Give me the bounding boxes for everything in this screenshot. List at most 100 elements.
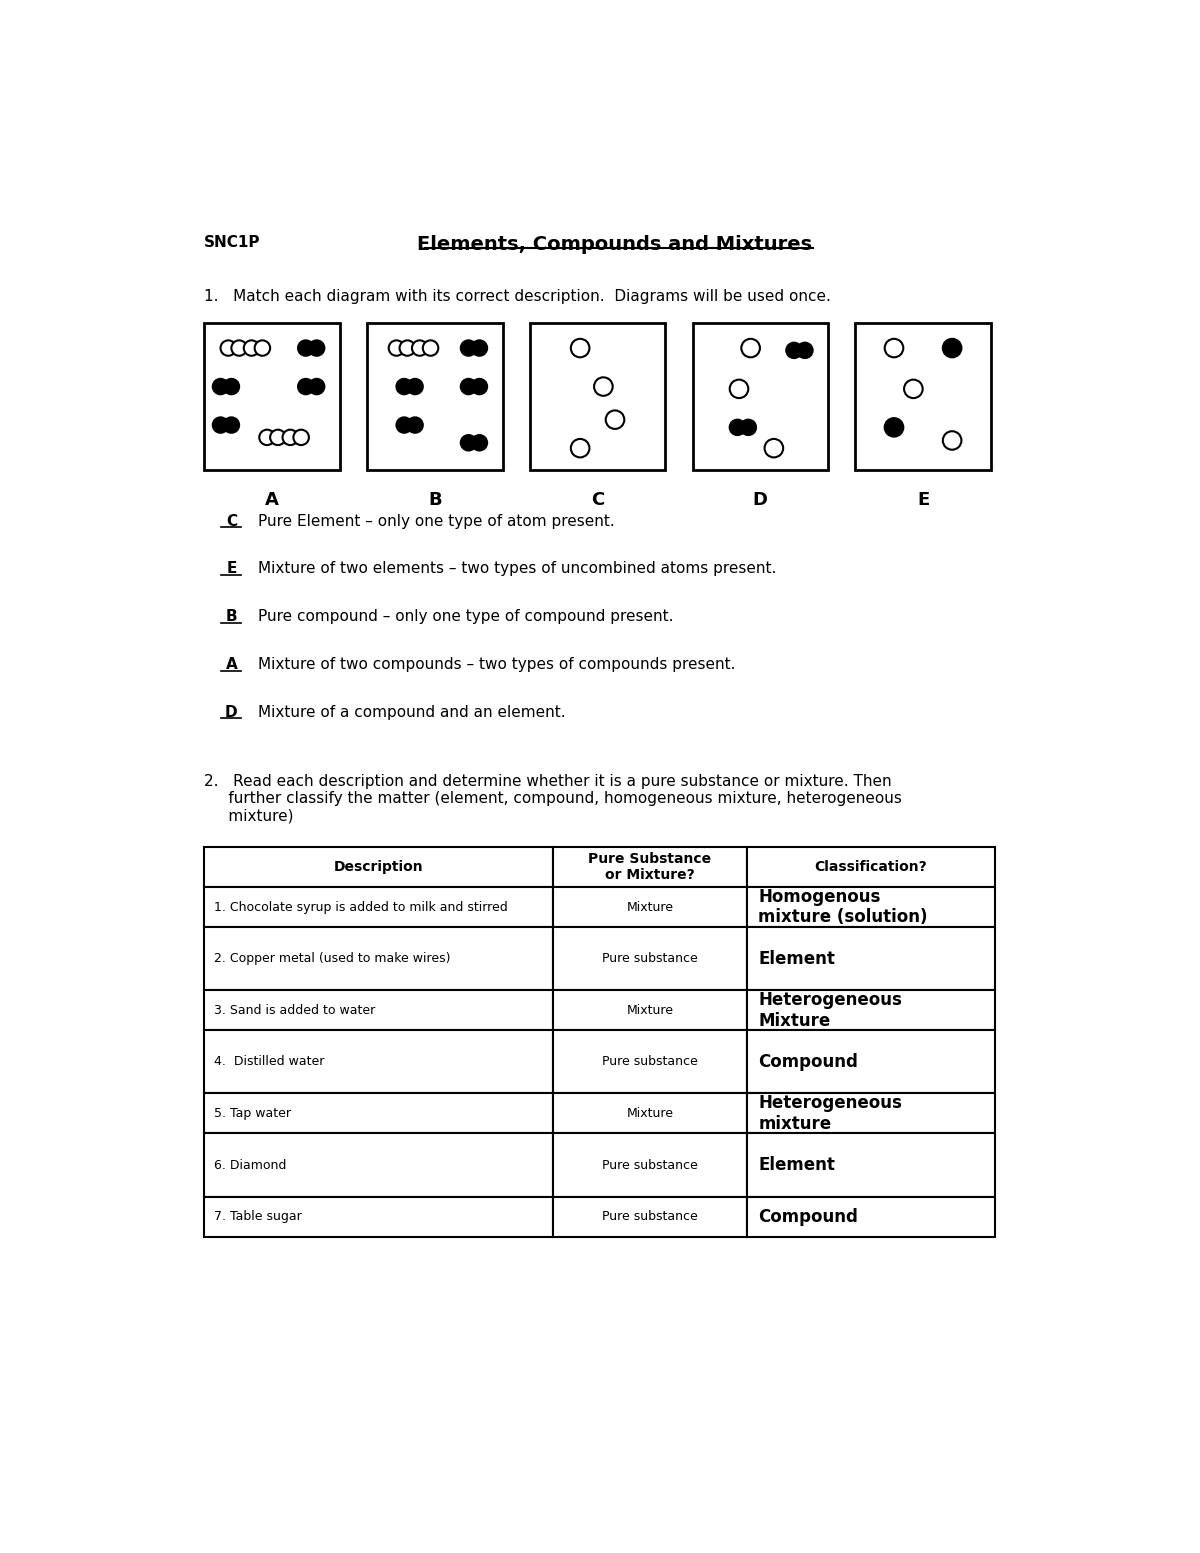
Bar — [204, 1030, 553, 1093]
Text: Pure substance: Pure substance — [602, 1056, 697, 1068]
Circle shape — [293, 430, 308, 446]
Circle shape — [594, 377, 613, 396]
Circle shape — [259, 430, 275, 446]
Bar — [746, 1030, 995, 1093]
Text: A: A — [226, 657, 238, 672]
Text: Pure Element – only one type of atom present.: Pure Element – only one type of atom pre… — [258, 514, 616, 528]
Text: Classification?: Classification? — [815, 860, 928, 874]
Text: Mixture: Mixture — [626, 901, 673, 913]
Circle shape — [407, 418, 422, 433]
Bar — [692, 323, 828, 469]
Bar — [553, 1197, 746, 1236]
Bar — [746, 1197, 995, 1236]
Bar — [367, 323, 503, 469]
Text: B: B — [428, 491, 442, 509]
Circle shape — [422, 340, 438, 356]
Circle shape — [571, 339, 589, 357]
Circle shape — [730, 419, 745, 435]
Text: Elements, Compounds and Mixtures: Elements, Compounds and Mixtures — [418, 235, 812, 253]
Circle shape — [396, 418, 412, 433]
Bar — [204, 846, 553, 887]
Bar — [553, 991, 746, 1030]
Bar — [553, 927, 746, 991]
Circle shape — [308, 379, 324, 394]
Text: D: D — [226, 705, 238, 719]
Text: Element: Element — [758, 950, 835, 968]
Text: 2. Copper metal (used to make wires): 2. Copper metal (used to make wires) — [214, 952, 450, 964]
Bar — [553, 1030, 746, 1093]
Text: 5. Tap water: 5. Tap water — [214, 1107, 290, 1120]
Text: Description: Description — [334, 860, 424, 874]
Bar — [204, 887, 553, 927]
Text: 1. Chocolate syrup is added to milk and stirred: 1. Chocolate syrup is added to milk and … — [214, 901, 508, 913]
Bar — [204, 927, 553, 991]
Circle shape — [407, 379, 422, 394]
Circle shape — [606, 410, 624, 429]
Circle shape — [412, 340, 427, 356]
Text: Pure substance: Pure substance — [602, 1159, 697, 1171]
Text: C: C — [226, 514, 236, 528]
Circle shape — [943, 339, 961, 357]
Circle shape — [797, 343, 812, 359]
Circle shape — [461, 435, 476, 450]
Text: Compound: Compound — [758, 1208, 858, 1225]
Circle shape — [884, 418, 904, 436]
Text: D: D — [752, 491, 768, 509]
Text: E: E — [917, 491, 929, 509]
Circle shape — [212, 418, 228, 433]
Bar — [204, 991, 553, 1030]
Bar — [553, 1093, 746, 1134]
Circle shape — [884, 339, 904, 357]
Text: 2.   Read each description and determine whether it is a pure substance or mixtu: 2. Read each description and determine w… — [204, 773, 902, 823]
Text: 3. Sand is added to water: 3. Sand is added to water — [214, 1003, 374, 1017]
Circle shape — [461, 340, 476, 356]
Circle shape — [786, 343, 802, 359]
Circle shape — [308, 340, 324, 356]
Text: A: A — [265, 491, 278, 509]
Text: C: C — [590, 491, 604, 509]
Text: Compound: Compound — [758, 1053, 858, 1072]
Circle shape — [400, 340, 415, 356]
Circle shape — [740, 419, 756, 435]
Bar — [746, 1134, 995, 1197]
Bar — [746, 927, 995, 991]
Circle shape — [904, 379, 923, 398]
Circle shape — [232, 340, 247, 356]
Text: Heterogeneous
mixture: Heterogeneous mixture — [758, 1093, 902, 1132]
Circle shape — [223, 418, 239, 433]
Bar — [204, 323, 340, 469]
Circle shape — [472, 340, 487, 356]
Bar — [204, 1134, 553, 1197]
Text: Mixture of two compounds – two types of compounds present.: Mixture of two compounds – two types of … — [258, 657, 736, 672]
Bar — [529, 323, 665, 469]
Bar — [856, 323, 991, 469]
Text: Pure substance: Pure substance — [602, 1210, 697, 1224]
Text: 7. Table sugar: 7. Table sugar — [214, 1210, 301, 1224]
Bar — [746, 1093, 995, 1134]
Bar — [204, 1093, 553, 1134]
Text: Pure Substance
or Mixture?: Pure Substance or Mixture? — [588, 853, 712, 882]
Bar — [553, 887, 746, 927]
Circle shape — [298, 379, 313, 394]
Circle shape — [270, 430, 286, 446]
Bar — [553, 1134, 746, 1197]
Text: Element: Element — [758, 1155, 835, 1174]
Circle shape — [282, 430, 298, 446]
Text: 1.   Match each diagram with its correct description.  Diagrams will be used onc: 1. Match each diagram with its correct d… — [204, 289, 832, 304]
Circle shape — [254, 340, 270, 356]
Text: 4.  Distilled water: 4. Distilled water — [214, 1056, 324, 1068]
Circle shape — [221, 340, 236, 356]
Bar — [746, 991, 995, 1030]
Text: Mixture: Mixture — [626, 1003, 673, 1017]
Text: Pure compound – only one type of compound present.: Pure compound – only one type of compoun… — [258, 609, 674, 624]
Bar — [553, 846, 746, 887]
Circle shape — [244, 340, 259, 356]
Circle shape — [472, 379, 487, 394]
Bar — [746, 887, 995, 927]
Text: Heterogeneous
Mixture: Heterogeneous Mixture — [758, 991, 902, 1030]
Bar — [204, 1197, 553, 1236]
Text: Mixture of a compound and an element.: Mixture of a compound and an element. — [258, 705, 566, 719]
Circle shape — [298, 340, 313, 356]
Circle shape — [472, 435, 487, 450]
Circle shape — [396, 379, 412, 394]
